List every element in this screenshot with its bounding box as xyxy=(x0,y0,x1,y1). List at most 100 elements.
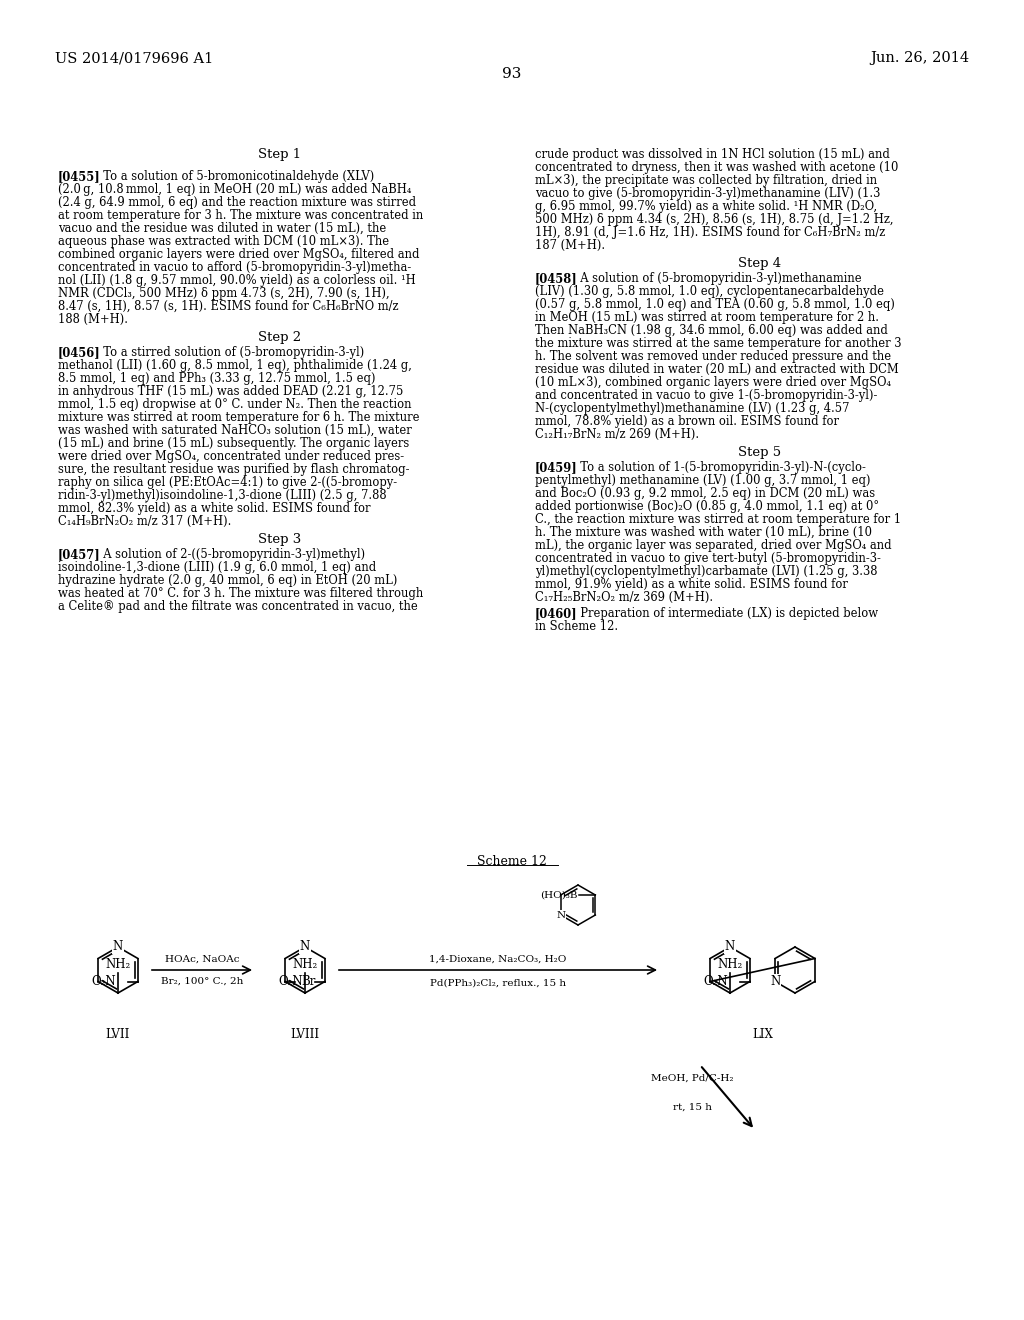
Text: and concentrated in vacuo to give 1-(5-bromopyridin-3-yl)-: and concentrated in vacuo to give 1-(5-b… xyxy=(535,389,878,403)
Text: Step 3: Step 3 xyxy=(258,533,302,546)
Text: 8.5 mmol, 1 eq) and PPh₃ (3.33 g, 12.75 mmol, 1.5 eq): 8.5 mmol, 1 eq) and PPh₃ (3.33 g, 12.75 … xyxy=(58,372,376,385)
Text: were dried over MgSO₄, concentrated under reduced pres-: were dried over MgSO₄, concentrated unde… xyxy=(58,450,404,463)
Text: LVII: LVII xyxy=(105,1028,130,1041)
Text: crude product was dissolved in 1N HCl solution (15 mL) and: crude product was dissolved in 1N HCl so… xyxy=(535,148,890,161)
Text: Step 5: Step 5 xyxy=(738,446,781,459)
Text: concentrated to dryness, then it was washed with acetone (10: concentrated to dryness, then it was was… xyxy=(535,161,898,174)
Text: A solution of (5-bromopyridin-3-yl)methanamine: A solution of (5-bromopyridin-3-yl)metha… xyxy=(573,272,861,285)
Text: and Boc₂O (0.93 g, 9.2 mmol, 2.5 eq) in DCM (20 mL) was: and Boc₂O (0.93 g, 9.2 mmol, 2.5 eq) in … xyxy=(535,487,876,500)
Text: sure, the resultant residue was purified by flash chromatog-: sure, the resultant residue was purified… xyxy=(58,463,410,477)
Text: [0457]: [0457] xyxy=(58,548,100,561)
Text: LVIII: LVIII xyxy=(291,1028,319,1041)
Text: vacuo to give (5-bromopyridin-3-yl)methanamine (LIV) (1.3: vacuo to give (5-bromopyridin-3-yl)metha… xyxy=(535,187,881,201)
Text: [0456]: [0456] xyxy=(58,346,100,359)
Text: US 2014/0179696 A1: US 2014/0179696 A1 xyxy=(55,51,213,65)
Text: ridin-3-yl)methyl)isoindoline-1,3-dione (LIII) (2.5 g, 7.88: ridin-3-yl)methyl)isoindoline-1,3-dione … xyxy=(58,488,387,502)
Text: in MeOH (15 mL) was stirred at room temperature for 2 h.: in MeOH (15 mL) was stirred at room temp… xyxy=(535,312,879,323)
Text: mmol, 1.5 eq) dropwise at 0° C. under N₂. Then the reaction: mmol, 1.5 eq) dropwise at 0° C. under N₂… xyxy=(58,399,412,411)
Text: Step 4: Step 4 xyxy=(738,257,781,271)
Text: isoindoline-1,3-dione (LIII) (1.9 g, 6.0 mmol, 1 eq) and: isoindoline-1,3-dione (LIII) (1.9 g, 6.0… xyxy=(58,561,376,574)
Text: concentrated in vacuo to give tert-butyl (5-bromopyridin-3-: concentrated in vacuo to give tert-butyl… xyxy=(535,552,881,565)
Text: 93: 93 xyxy=(503,67,521,81)
Text: N: N xyxy=(556,911,565,920)
Text: in Scheme 12.: in Scheme 12. xyxy=(535,620,618,634)
Text: [0460]: [0460] xyxy=(535,607,578,620)
Text: O₂N: O₂N xyxy=(91,975,116,987)
Text: Step 2: Step 2 xyxy=(258,331,301,345)
Text: hydrazine hydrate (2.0 g, 40 mmol, 6 eq) in EtOH (20 mL): hydrazine hydrate (2.0 g, 40 mmol, 6 eq)… xyxy=(58,574,397,587)
Text: mmol, 78.8% yield) as a brown oil. ESIMS found for: mmol, 78.8% yield) as a brown oil. ESIMS… xyxy=(535,414,839,428)
Text: O₂N: O₂N xyxy=(703,975,728,987)
Text: mmol, 91.9% yield) as a white solid. ESIMS found for: mmol, 91.9% yield) as a white solid. ESI… xyxy=(535,578,848,591)
Text: mmol, 82.3% yield) as a white solid. ESIMS found for: mmol, 82.3% yield) as a white solid. ESI… xyxy=(58,502,371,515)
Text: in anhydrous THF (15 mL) was added DEAD (2.21 g, 12.75: in anhydrous THF (15 mL) was added DEAD … xyxy=(58,385,403,399)
Text: 1,4-Dioxane, Na₂CO₃, H₂O: 1,4-Dioxane, Na₂CO₃, H₂O xyxy=(429,954,566,964)
Text: (HO)₃B: (HO)₃B xyxy=(540,891,578,899)
Text: MeOH, Pd/C-H₂: MeOH, Pd/C-H₂ xyxy=(651,1073,734,1082)
Text: A solution of 2-((5-bromopyridin-3-yl)methyl): A solution of 2-((5-bromopyridin-3-yl)me… xyxy=(96,548,366,561)
Text: [0458]: [0458] xyxy=(535,272,578,285)
Text: h. The solvent was removed under reduced pressure and the: h. The solvent was removed under reduced… xyxy=(535,350,891,363)
Text: N-(cyclopentylmethyl)methanamine (LV) (1.23 g, 4.57: N-(cyclopentylmethyl)methanamine (LV) (1… xyxy=(535,403,850,414)
Text: C., the reaction mixture was stirred at room temperature for 1: C., the reaction mixture was stirred at … xyxy=(535,513,901,525)
Text: NH₂: NH₂ xyxy=(105,958,131,972)
Text: residue was diluted in water (20 mL) and extracted with DCM: residue was diluted in water (20 mL) and… xyxy=(535,363,899,376)
Text: nol (LII) (1.8 g, 9.57 mmol, 90.0% yield) as a colorless oil. ¹H: nol (LII) (1.8 g, 9.57 mmol, 90.0% yield… xyxy=(58,275,416,286)
Text: pentylmethyl) methanamine (LV) (1.00 g, 3.7 mmol, 1 eq): pentylmethyl) methanamine (LV) (1.00 g, … xyxy=(535,474,870,487)
Text: h. The mixture was washed with water (10 mL), brine (10: h. The mixture was washed with water (10… xyxy=(535,525,872,539)
Text: C₁₄H₉BrN₂O₂ m/z 317 (M+H).: C₁₄H₉BrN₂O₂ m/z 317 (M+H). xyxy=(58,515,231,528)
Text: combined organic layers were dried over MgSO₄, filtered and: combined organic layers were dried over … xyxy=(58,248,420,261)
Text: rt, 15 h: rt, 15 h xyxy=(673,1102,712,1111)
Text: N: N xyxy=(113,940,123,953)
Text: at room temperature for 3 h. The mixture was concentrated in: at room temperature for 3 h. The mixture… xyxy=(58,209,423,222)
Text: C₁₇H₂₅BrN₂O₂ m/z 369 (M+H).: C₁₇H₂₅BrN₂O₂ m/z 369 (M+H). xyxy=(535,591,713,605)
Text: 188 (M+H).: 188 (M+H). xyxy=(58,313,128,326)
Text: was heated at 70° C. for 3 h. The mixture was filtered through: was heated at 70° C. for 3 h. The mixtur… xyxy=(58,587,423,601)
Text: HOAc, NaOAc: HOAc, NaOAc xyxy=(165,954,240,964)
Text: NH₂: NH₂ xyxy=(718,958,742,972)
Text: N: N xyxy=(725,940,735,953)
Text: concentrated in vacuo to afford (5-bromopyridin-3-yl)metha-: concentrated in vacuo to afford (5-bromo… xyxy=(58,261,412,275)
Text: aqueous phase was extracted with DCM (10 mL×3). The: aqueous phase was extracted with DCM (10… xyxy=(58,235,389,248)
Text: C₁₂H₁₇BrN₂ m/z 269 (M+H).: C₁₂H₁₇BrN₂ m/z 269 (M+H). xyxy=(535,428,699,441)
Text: a Celite® pad and the filtrate was concentrated in vacuo, the: a Celite® pad and the filtrate was conce… xyxy=(58,601,418,612)
Text: To a solution of 1-(5-bromopyridin-3-yl)-N-(cyclo-: To a solution of 1-(5-bromopyridin-3-yl)… xyxy=(573,461,866,474)
Text: [0455]: [0455] xyxy=(58,170,100,183)
Text: raphy on silica gel (PE:EtOAc=4:1) to give 2-((5-bromopy-: raphy on silica gel (PE:EtOAc=4:1) to gi… xyxy=(58,477,397,488)
Text: mixture was stirred at room temperature for 6 h. The mixture: mixture was stirred at room temperature … xyxy=(58,411,420,424)
Text: (LIV) (1.30 g, 5.8 mmol, 1.0 eq), cyclopentanecarbaldehyde: (LIV) (1.30 g, 5.8 mmol, 1.0 eq), cyclop… xyxy=(535,285,884,298)
Text: was washed with saturated NaHCO₃ solution (15 mL), water: was washed with saturated NaHCO₃ solutio… xyxy=(58,424,412,437)
Text: Br₂, 100° C., 2h: Br₂, 100° C., 2h xyxy=(161,977,243,986)
Text: mL×3), the precipitate was collected by filtration, dried in: mL×3), the precipitate was collected by … xyxy=(535,174,878,187)
Text: 187 (M+H).: 187 (M+H). xyxy=(535,239,605,252)
Text: N: N xyxy=(300,940,310,953)
Text: Jun. 26, 2014: Jun. 26, 2014 xyxy=(869,51,969,65)
Text: mL), the organic layer was separated, dried over MgSO₄ and: mL), the organic layer was separated, dr… xyxy=(535,539,892,552)
Text: NMR (CDCl₃, 500 MHz) δ ppm 4.73 (s, 2H), 7.90 (s, 1H),: NMR (CDCl₃, 500 MHz) δ ppm 4.73 (s, 2H),… xyxy=(58,286,389,300)
Text: (0.57 g, 5.8 mmol, 1.0 eq) and TEA (0.60 g, 5.8 mmol, 1.0 eq): (0.57 g, 5.8 mmol, 1.0 eq) and TEA (0.60… xyxy=(535,298,895,312)
Text: added portionwise (Boc)₂O (0.85 g, 4.0 mmol, 1.1 eq) at 0°: added portionwise (Boc)₂O (0.85 g, 4.0 m… xyxy=(535,500,880,513)
Text: 500 MHz) δ ppm 4.34 (s, 2H), 8.56 (s, 1H), 8.75 (d, J=1.2 Hz,: 500 MHz) δ ppm 4.34 (s, 2H), 8.56 (s, 1H… xyxy=(535,213,894,226)
Text: g, 6.95 mmol, 99.7% yield) as a white solid. ¹H NMR (D₂O,: g, 6.95 mmol, 99.7% yield) as a white so… xyxy=(535,201,878,213)
Text: Pd(PPh₃)₂Cl₂, reflux., 15 h: Pd(PPh₃)₂Cl₂, reflux., 15 h xyxy=(430,979,566,987)
Text: (15 mL) and brine (15 mL) subsequently. The organic layers: (15 mL) and brine (15 mL) subsequently. … xyxy=(58,437,410,450)
Text: (10 mL×3), combined organic layers were dried over MgSO₄: (10 mL×3), combined organic layers were … xyxy=(535,376,891,389)
Text: 8.47 (s, 1H), 8.57 (s, 1H). ESIMS found for C₆H₆BrNO m/z: 8.47 (s, 1H), 8.57 (s, 1H). ESIMS found … xyxy=(58,300,398,313)
Text: Preparation of intermediate (LX) is depicted below: Preparation of intermediate (LX) is depi… xyxy=(573,607,879,620)
Text: Then NaBH₃CN (1.98 g, 34.6 mmol, 6.00 eq) was added and: Then NaBH₃CN (1.98 g, 34.6 mmol, 6.00 eq… xyxy=(535,323,888,337)
Text: vacuo and the residue was diluted in water (15 mL), the: vacuo and the residue was diluted in wat… xyxy=(58,222,386,235)
Text: O₂N: O₂N xyxy=(279,975,303,987)
Text: [0459]: [0459] xyxy=(535,461,578,474)
Text: yl)methyl(cyclopentylmethyl)carbamate (LVI) (1.25 g, 3.38: yl)methyl(cyclopentylmethyl)carbamate (L… xyxy=(535,565,878,578)
Text: (2.0 g, 10.8 mmol, 1 eq) in MeOH (20 mL) was added NaBH₄: (2.0 g, 10.8 mmol, 1 eq) in MeOH (20 mL)… xyxy=(58,183,412,195)
Text: (2.4 g, 64.9 mmol, 6 eq) and the reaction mixture was stirred: (2.4 g, 64.9 mmol, 6 eq) and the reactio… xyxy=(58,195,416,209)
Text: LIX: LIX xyxy=(752,1028,773,1041)
Text: NH₂: NH₂ xyxy=(293,958,317,972)
Text: Scheme 12: Scheme 12 xyxy=(477,855,547,869)
Text: To a solution of 5-bromonicotinaldehyde (XLV): To a solution of 5-bromonicotinaldehyde … xyxy=(96,170,374,183)
Text: the mixture was stirred at the same temperature for another 3: the mixture was stirred at the same temp… xyxy=(535,337,901,350)
Text: Step 1: Step 1 xyxy=(258,148,301,161)
Text: Br: Br xyxy=(301,975,315,987)
Text: To a stirred solution of (5-bromopyridin-3-yl): To a stirred solution of (5-bromopyridin… xyxy=(96,346,365,359)
Text: N: N xyxy=(770,975,780,987)
